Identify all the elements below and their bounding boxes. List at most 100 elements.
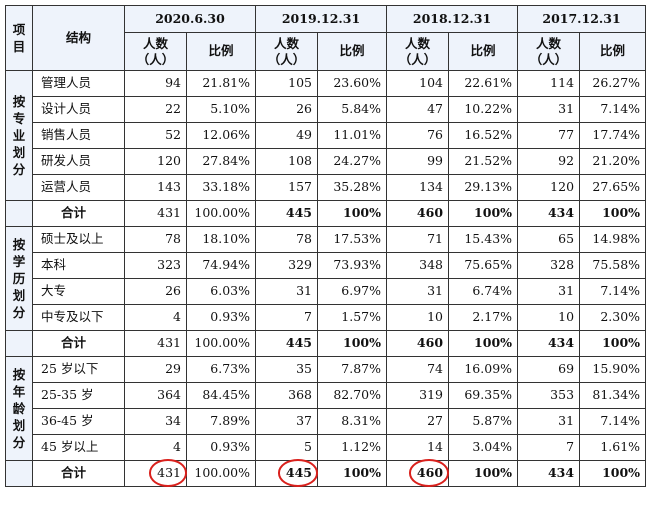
total-count-cell: 460 [386,200,450,227]
count-cell: 22 [124,96,187,123]
count-cell: 27 [386,408,450,435]
count-cell: 368 [255,382,318,409]
ratio-cell: 1.61% [579,434,647,461]
ratio-cell: 35.28% [316,174,388,201]
count-label-line1: 人数 [273,35,299,51]
count-cell: 31 [255,278,318,305]
total-spacer [5,330,33,357]
row-label: 管理人员 [32,70,125,97]
total-ratio-cell: 100% [579,460,647,487]
circled-value: 445 [277,459,319,488]
table-row: 大专 26 6.03% 31 6.97% 31 6.74% 31 7.14% [6,278,647,305]
ratio-cell: 17.74% [579,122,647,149]
ratio-cell: 1.57% [316,304,388,331]
ratio-cell: 14.98% [579,226,647,253]
count-cell: 348 [386,252,450,279]
header-structure: 结构 [32,5,125,71]
count-cell: 10 [386,304,450,331]
ratio-cell: 7.87% [316,356,388,383]
count-cell: 47 [386,96,450,123]
table-row: 按学历划分 硕士及以上 78 18.10% 78 17.53% 71 15.43% 65 14.9… [5,226,647,331]
group-label: 按专业划分 [5,70,33,201]
total-spacer [5,200,33,227]
row-label: 销售人员 [32,122,125,149]
total-ratio-cell: 100.00% [186,330,256,357]
header-ratio-1: 比例 [316,32,388,71]
total-count-cell: 460 [386,330,450,357]
table-row: 按专业划分 管理人员 94 21.81% 105 23.60% 104 22.61% 114 26… [5,70,647,201]
count-cell: 77 [517,122,581,149]
count-label-line2: （人） [398,51,437,67]
table-row: 25-35 岁 364 84.45% 368 82.70% 319 69.35% 353 81.… [6,382,647,409]
count-cell: 364 [124,382,187,409]
total-count-cell: 445 [255,459,319,488]
ratio-cell: 29.13% [448,174,519,201]
total-ratio-cell: 100.00% [186,200,256,227]
table-row: 设计人员 22 5.10% 26 5.84% 47 10.22% 31 7.14% [6,96,647,123]
total-label: 合计 [32,330,125,357]
ratio-cell: 33.18% [186,174,256,201]
count-cell: 78 [255,226,318,253]
total-count-cell: 431 [124,200,187,227]
total-row: 合计 431 100.00% 445 100% 460 100% 434 100% [5,459,647,488]
count-cell: 29 [124,356,187,383]
total-ratio-cell: 100% [316,200,388,227]
header-period-1: 2019.12.31 [254,5,388,33]
count-cell: 69 [517,356,581,383]
count-cell: 4 [124,434,187,461]
header-period-3: 2017.12.31 [517,5,647,33]
row-label: 36-45 岁 [32,408,125,435]
count-cell: 99 [386,148,450,175]
total-ratio-cell: 100% [579,330,647,357]
ratio-cell: 7.14% [579,278,647,305]
total-count-cell: 434 [517,200,581,227]
ratio-cell: 84.45% [186,382,256,409]
count-cell: 65 [517,226,581,253]
row-label: 研发人员 [32,148,125,175]
count-cell: 157 [255,174,318,201]
ratio-cell: 11.01% [316,122,388,149]
row-label: 45 岁以上 [32,434,125,461]
total-count-cell: 460 [386,459,450,488]
total-ratio-cell: 100% [448,460,519,487]
ratio-cell: 21.20% [579,148,647,175]
count-cell: 14 [386,434,450,461]
header-period-0: 2020.6.30 [124,5,256,33]
ratio-cell: 2.30% [579,304,647,331]
total-spacer [5,460,33,487]
ratio-cell: 23.60% [316,70,388,97]
employee-structure-table: 项目 结构 2020.6.30 2019.12.31 2018.12.31 20… [5,5,647,488]
ratio-cell: 27.84% [186,148,256,175]
count-label-line2: （人） [136,51,175,67]
ratio-cell: 69.35% [448,382,519,409]
total-count-cell: 445 [255,330,318,357]
count-label-line1: 人数 [536,35,562,51]
ratio-cell: 21.52% [448,148,519,175]
ratio-cell: 27.65% [579,174,647,201]
count-cell: 104 [386,70,450,97]
ratio-cell: 5.10% [186,96,256,123]
ratio-cell: 26.27% [579,70,647,97]
count-label-line1: 人数 [142,35,168,51]
count-cell: 143 [124,174,187,201]
row-label: 设计人员 [32,96,125,123]
ratio-cell: 10.22% [448,96,519,123]
ratio-cell: 73.93% [316,252,388,279]
count-cell: 37 [255,408,318,435]
ratio-cell: 17.53% [316,226,388,253]
ratio-cell: 7.14% [579,408,647,435]
ratio-cell: 5.87% [448,408,519,435]
row-label: 25-35 岁 [32,382,125,409]
count-cell: 134 [386,174,450,201]
ratio-cell: 7.89% [186,408,256,435]
row-label: 本科 [32,252,125,279]
count-cell: 74 [386,356,450,383]
table-row: 研发人员 120 27.84% 108 24.27% 99 21.52% 92 21.20% [6,148,647,175]
ratio-cell: 0.93% [186,434,256,461]
count-cell: 7 [517,434,581,461]
count-label-line2: （人） [529,51,568,67]
group-label: 按学历划分 [5,226,33,331]
total-count-cell: 434 [517,460,581,487]
header-count-0: 人数 （人） [124,32,187,71]
header-period-2: 2018.12.31 [386,5,519,33]
